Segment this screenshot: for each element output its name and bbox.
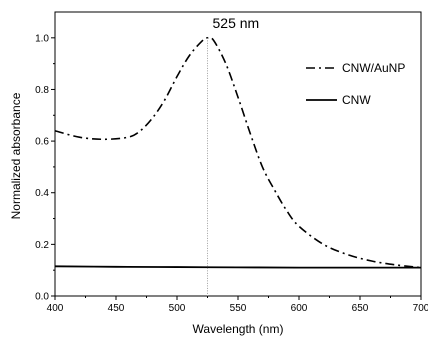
plot-border bbox=[55, 12, 421, 296]
y-axis-ticks: 0.0 0.2 0.4 0.6 0.8 1.0 bbox=[35, 33, 55, 302]
y-tick-label: 0.4 bbox=[35, 188, 49, 199]
y-tick-label: 1.0 bbox=[35, 33, 49, 44]
y-tick-label: 0.0 bbox=[35, 292, 49, 303]
y-tick-label: 0.8 bbox=[35, 85, 49, 96]
x-tick-label: 550 bbox=[230, 303, 247, 314]
x-axis-ticks: 400 450 500 550 600 650 700 bbox=[47, 296, 428, 314]
x-tick-label: 700 bbox=[413, 303, 428, 314]
legend: CNW/AuNP CNW bbox=[306, 61, 405, 107]
x-axis-title: Wavelength (nm) bbox=[193, 322, 284, 336]
x-tick-label: 450 bbox=[108, 303, 125, 314]
x-tick-label: 600 bbox=[291, 303, 308, 314]
x-tick-label: 650 bbox=[352, 303, 369, 314]
annotation-layer: 525 nm bbox=[208, 15, 260, 296]
y-tick-label: 0.6 bbox=[35, 137, 49, 148]
series-line-cnw bbox=[55, 266, 421, 267]
x-tick-label: 500 bbox=[169, 303, 186, 314]
y-tick-label: 0.2 bbox=[35, 240, 49, 251]
peak-annotation: 525 nm bbox=[213, 15, 260, 31]
legend-label: CNW bbox=[342, 93, 371, 107]
x-tick-label: 400 bbox=[47, 303, 64, 314]
plot-frame bbox=[55, 12, 421, 296]
legend-label: CNW/AuNP bbox=[342, 61, 405, 75]
y-axis-title: Normalized absorbance bbox=[9, 92, 23, 219]
